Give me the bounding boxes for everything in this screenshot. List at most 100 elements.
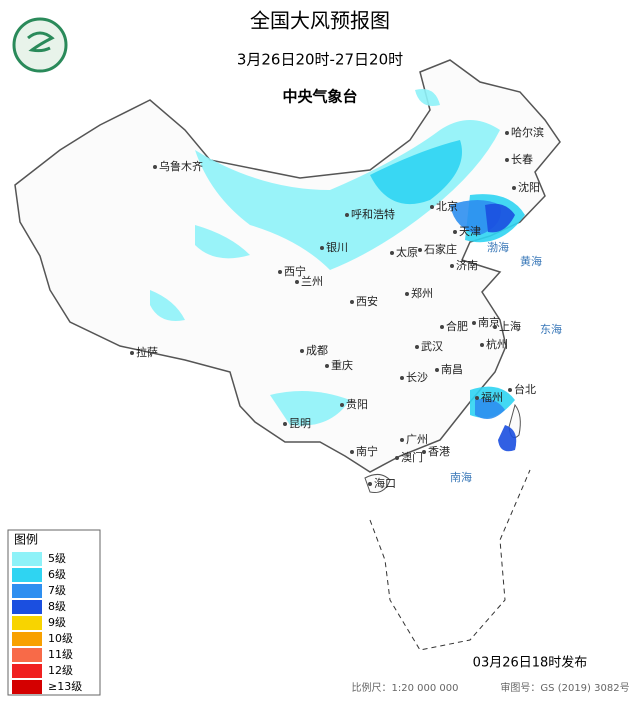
issuer: 中央气象台 [282,88,357,106]
city-label: 澳门 [401,450,423,464]
city-dot [325,364,329,368]
legend-swatch [12,584,42,598]
city-dot [153,165,157,169]
city-dot [430,205,434,209]
city-label: 广州 [406,433,428,446]
city-dot [340,403,344,407]
wind-areas [150,89,525,452]
city-dot [505,131,509,135]
city-dot [450,264,454,268]
city-label: 呼和浩特 [351,207,395,221]
city-label: 沈阳 [518,180,540,194]
legend-swatch [12,632,42,646]
sea-label: 南海 [450,470,472,484]
city-label: 郑州 [411,286,433,300]
city-label: 杭州 [486,337,508,351]
sea-label: 黄海 [520,254,542,268]
city-dot [508,388,512,392]
city-label: 济南 [456,258,478,272]
legend-label: ≥13级 [48,680,82,693]
city-dot [512,186,516,190]
city-dot [130,351,134,355]
legend-label: 7级 [48,584,66,597]
city-label: 北京 [436,199,458,213]
city-dot [300,349,304,353]
city-label: 兰州 [301,275,323,288]
wind-area [270,391,350,426]
city-label: 南宁 [356,444,378,458]
city-label: 天津 [459,225,481,238]
city-dot [320,246,324,250]
city-dot [345,213,349,217]
city-label: 昆明 [289,417,311,430]
hainan [364,474,391,493]
city-dot [400,438,404,442]
city-dot [435,368,439,372]
legend-label: 12级 [48,664,73,677]
city-dot [415,345,419,349]
legend-swatch [12,648,42,662]
city-label: 长沙 [406,371,428,384]
legend-label: 6级 [48,568,66,581]
city-label: 成都 [306,344,328,357]
city-dot [400,376,404,380]
city-label: 石家庄 [424,242,457,256]
legend-swatch [12,680,42,694]
scale: 比例尺：1:20 000 000 [352,681,459,694]
city-dot [395,456,399,460]
legend: 5级 6级 7级 8级 9级 10级 11级 12级 ≥13级 [12,552,82,694]
wind-area [498,425,517,452]
legend-swatch [12,568,42,582]
city-dot [390,251,394,255]
city-dot [350,450,354,454]
city-label: 西宁 [284,264,306,278]
sea-label: 渤海 [487,240,509,254]
city-label: 太原 [396,246,418,259]
wind-area [415,89,440,106]
city-label: 福州 [481,390,503,404]
city-dot [283,422,287,426]
legend-swatch [12,600,42,614]
city-label: 上海 [499,319,521,333]
city-dot [418,248,422,252]
wind-area [370,140,462,205]
city-dot [505,158,509,162]
city-dot [493,325,497,329]
city-label: 西安 [356,294,378,308]
city-dot [368,482,372,486]
wind-area [150,290,185,321]
legend-title: 图例 [14,533,38,547]
wind-area [485,203,515,233]
city-dot [350,300,354,304]
city-label: 香港 [428,445,450,458]
map-number: 审图号：GS (2019) 3082号 [500,681,629,694]
city-dot [405,292,409,296]
sea-label: 东海 [540,322,562,336]
city-dot [295,280,299,284]
city-label: 贵阳 [346,398,368,411]
city-label: 拉萨 [136,345,158,359]
city-label: 银川 [326,240,348,254]
city-label: 海口 [374,476,396,490]
issued-time: 03月26日18时发布 [473,655,588,671]
city-label: 长春 [511,153,533,166]
logo [12,17,68,73]
sea-boundary [369,469,531,651]
city-label: 合肥 [446,319,468,333]
city-dot [480,343,484,347]
city-dot [475,396,479,400]
legend-label: 11级 [48,648,73,661]
wind-area [475,398,505,419]
period: 3月26日20时-27日20时 [237,51,403,69]
city-label: 重庆 [331,358,353,372]
legend-label: 5级 [48,552,66,565]
legend-label: 10级 [48,632,73,645]
legend-label: 8级 [48,600,66,613]
wind-area [195,225,250,259]
city-dot [472,321,476,325]
city-dot [440,325,444,329]
city-label: 台北 [514,382,536,396]
legend-swatch [12,552,42,566]
